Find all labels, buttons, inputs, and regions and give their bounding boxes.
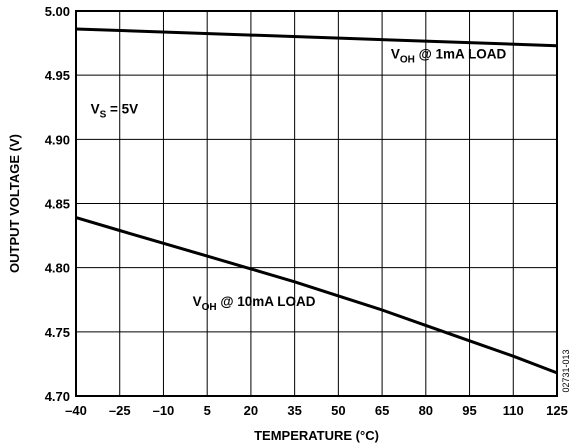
series-line-2 [75,216,558,375]
x-tick-label: 95 [462,403,476,418]
x-tick-label: 50 [331,403,345,418]
annotation-s2: VOH @ 10mA LOAD [193,294,316,313]
y-axis-label: OUTPUT VOLTAGE (V) [7,134,22,273]
annotations: VS = 5V VOH @ 1mA LOAD VOH @ 10mA LOAD [91,46,507,313]
x-tick-label: 65 [375,403,389,418]
y-tick-label: 4.95 [45,68,70,83]
x-tick-label: –10 [153,403,175,418]
y-tick-label: 4.70 [45,389,70,404]
y-tick-label: 4.85 [45,197,70,212]
x-tick-label: 20 [244,403,258,418]
y-tick-labels: 4.70 4.75 4.80 4.85 4.90 4.95 5.00 [45,4,70,404]
x-axis-label: TEMPERATURE (°C) [254,428,379,443]
figure-id: 02731-013 [561,349,571,392]
x-tick-label: 5 [204,403,211,418]
y-tick-label: 4.80 [45,261,70,276]
series-line-1 [75,27,558,48]
y-tick-label: 4.75 [45,325,70,340]
x-tick-label: 110 [503,403,524,418]
x-tick-label: 35 [287,403,301,418]
y-tick-label: 5.00 [45,4,70,19]
annotation-s1: VOH @ 1mA LOAD [391,46,507,65]
x-tick-label: –40 [65,403,87,418]
x-tick-label: –25 [109,403,131,418]
series-layer [75,27,558,375]
x-tick-label: 125 [546,403,568,418]
annotation-vs: VS = 5V [91,102,139,121]
plot-frame [75,10,558,397]
x-tick-labels: –40 –25 –10 5 20 35 50 65 80 95 110 125 [65,403,568,418]
y-tick-label: 4.90 [45,132,70,147]
x-tick-label: 80 [419,403,433,418]
grid [75,10,558,397]
